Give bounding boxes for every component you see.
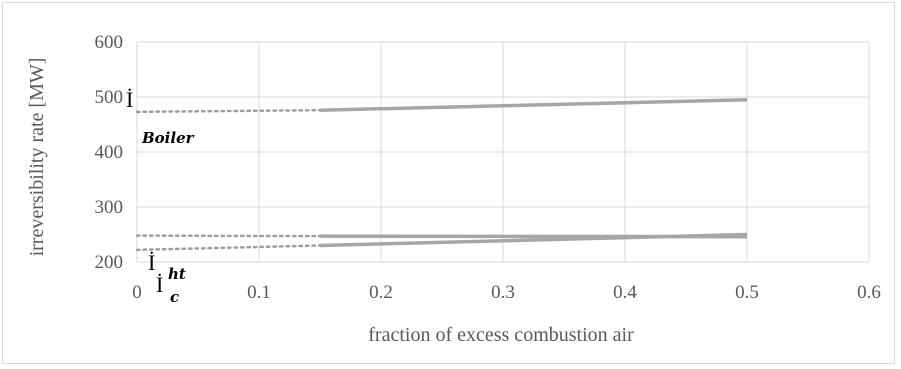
y-tick-labels: 200 300 400 500 600 <box>95 32 124 273</box>
series-dotted-line-0 <box>135 108 322 114</box>
series-label-main-2: İ <box>156 272 163 297</box>
series-label-main-1: İ <box>148 250 155 275</box>
x-tick-label-0: 0 <box>132 282 142 303</box>
series-solid-line-2 <box>319 232 748 248</box>
y-tick-label-500: 500 <box>95 87 124 108</box>
x-tick-label-0.4: 0.4 <box>613 282 637 303</box>
chart-frame <box>2 2 895 364</box>
series-lines <box>135 98 748 252</box>
series-dotted-line-1 <box>135 234 322 238</box>
series-label-sub-1: ht <box>168 265 186 283</box>
gridlines <box>136 41 870 263</box>
series-dotted-line-2 <box>135 244 322 252</box>
x-tick-label-0.5: 0.5 <box>735 282 759 303</box>
series-label-sub-0: Boiler <box>141 129 195 147</box>
x-tick-labels: 0 0.1 0.2 0.3 0.4 0.5 0.6 <box>132 282 881 303</box>
x-tick-label-0.1: 0.1 <box>247 282 271 303</box>
series-label-main-0: İ <box>126 87 133 112</box>
series-solid-line-0 <box>319 98 748 112</box>
x-tick-label-0.2: 0.2 <box>369 282 393 303</box>
y-tick-label-400: 400 <box>95 142 124 163</box>
series-label-sub-2: c <box>170 288 179 306</box>
x-tick-label-0.6: 0.6 <box>857 282 881 303</box>
y-tick-label-300: 300 <box>95 197 124 218</box>
y-tick-label-600: 600 <box>95 32 124 53</box>
x-axis-title: fraction of excess combustion air <box>368 324 634 346</box>
series-labels: İ Boiler İ ht İ c <box>126 87 195 306</box>
x-tick-label-0.3: 0.3 <box>491 282 515 303</box>
y-axis-title: irreversibility rate [MW] <box>26 58 48 257</box>
y-tick-label-200: 200 <box>95 252 124 273</box>
